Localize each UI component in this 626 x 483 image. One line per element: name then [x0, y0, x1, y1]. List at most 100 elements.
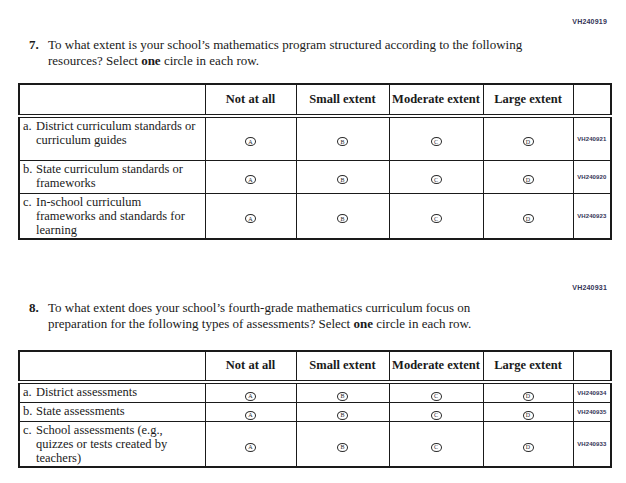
answer-bubble[interactable]: A	[245, 214, 256, 223]
option-cell-large-extent: D	[483, 160, 573, 193]
column-header-small-extent: Small extent	[296, 351, 389, 382]
row-letter: c.	[20, 195, 36, 209]
option-cell-small-extent: B	[296, 193, 389, 239]
answer-bubble[interactable]: C	[431, 137, 442, 146]
answer-bubble[interactable]: D	[523, 443, 534, 452]
option-cell-small-extent: B	[296, 422, 389, 468]
row-letter: b.	[20, 404, 36, 418]
option-cell-large-extent: D	[483, 116, 573, 160]
option-cell-moderate-extent: C	[389, 160, 483, 193]
question-7-code: VH240919	[572, 18, 607, 25]
answer-bubble[interactable]: B	[337, 175, 348, 184]
row-label: State curriculum standards or frameworks	[36, 162, 203, 190]
row-letter: a.	[20, 385, 36, 399]
option-cell-small-extent: B	[296, 160, 389, 193]
answer-bubble[interactable]: A	[245, 443, 256, 452]
header-code-empty	[573, 84, 611, 116]
question-8-response-table: Not at all Small extent Moderate extent …	[18, 350, 612, 468]
question-7-text: To what extent is your school’s mathemat…	[48, 37, 528, 69]
row-code: VH240920	[573, 160, 611, 193]
header-empty	[19, 351, 205, 382]
question-8-text-after: circle in each row.	[373, 316, 471, 331]
question-7: 7. To what extent is your school’s mathe…	[29, 37, 528, 69]
answer-bubble[interactable]: A	[245, 392, 256, 401]
option-cell-not-at-all: A	[205, 422, 296, 468]
column-header-not-at-all: Not at all	[205, 84, 296, 116]
question-8-number: 8.	[29, 300, 48, 316]
option-cell-small-extent: B	[296, 403, 389, 422]
option-cell-large-extent: D	[483, 422, 573, 468]
option-cell-moderate-extent: C	[389, 403, 483, 422]
column-header-small-extent: Small extent	[296, 84, 389, 116]
row-label: State assessments	[36, 404, 203, 418]
header-code-empty	[573, 351, 611, 382]
option-cell-large-extent: D	[483, 403, 573, 422]
option-cell-not-at-all: A	[205, 160, 296, 193]
row-code: VH240923	[573, 193, 611, 239]
answer-bubble[interactable]: D	[523, 137, 534, 146]
row-label-cell: a. District assessments	[19, 382, 205, 403]
column-header-moderate-extent: Moderate extent	[389, 351, 483, 382]
answer-bubble[interactable]: B	[337, 392, 348, 401]
question-8-bold-word: one	[353, 316, 373, 331]
answer-bubble[interactable]: D	[523, 175, 534, 184]
option-cell-small-extent: B	[296, 382, 389, 403]
row-label: School assessments (e.g., quizzes or tes…	[36, 423, 203, 465]
table-row: b. State curriculum standards or framewo…	[19, 160, 611, 193]
row-label-cell: a. District curriculum standards or curr…	[19, 116, 205, 160]
option-cell-large-extent: D	[483, 193, 573, 239]
option-cell-small-extent: B	[296, 116, 389, 160]
answer-bubble[interactable]: B	[337, 137, 348, 146]
answer-bubble[interactable]: B	[337, 443, 348, 452]
answer-bubble[interactable]: C	[431, 175, 442, 184]
option-cell-not-at-all: A	[205, 382, 296, 403]
answer-bubble[interactable]: A	[245, 411, 256, 420]
question-8: 8. To what extent does your school’s fou…	[29, 300, 528, 332]
row-label-cell: c. In-school curriculum frameworks and s…	[19, 193, 205, 239]
table-row: b. State assessments A B C D VH240935	[19, 403, 611, 422]
table-header-row: Not at all Small extent Moderate extent …	[19, 84, 611, 116]
option-cell-not-at-all: A	[205, 403, 296, 422]
column-header-not-at-all: Not at all	[205, 351, 296, 382]
answer-bubble[interactable]: A	[245, 175, 256, 184]
option-cell-moderate-extent: C	[389, 382, 483, 403]
answer-bubble[interactable]: C	[431, 392, 442, 401]
answer-bubble[interactable]: D	[523, 392, 534, 401]
answer-bubble[interactable]: B	[337, 411, 348, 420]
answer-bubble[interactable]: A	[245, 137, 256, 146]
row-label: In-school curriculum frameworks and stan…	[36, 195, 203, 237]
answer-bubble[interactable]: B	[337, 214, 348, 223]
row-label: District curriculum standards or curricu…	[36, 119, 203, 147]
table-row: c. In-school curriculum frameworks and s…	[19, 193, 611, 239]
answer-bubble[interactable]: C	[431, 214, 442, 223]
questionnaire-page: VH240919 7. To what extent is your schoo…	[0, 0, 626, 483]
header-empty	[19, 84, 205, 116]
row-code: VH240935	[573, 403, 611, 422]
option-cell-moderate-extent: C	[389, 422, 483, 468]
row-letter: c.	[20, 423, 36, 437]
row-label-cell: b. State assessments	[19, 403, 205, 422]
row-code: VH240934	[573, 382, 611, 403]
row-code: VH240933	[573, 422, 611, 468]
answer-bubble[interactable]: D	[523, 214, 534, 223]
answer-bubble[interactable]: D	[523, 411, 534, 420]
row-label-cell: c. School assessments (e.g., quizzes or …	[19, 422, 205, 468]
question-7-text-before: To what extent is your school’s mathemat…	[48, 37, 522, 68]
answer-bubble[interactable]: C	[431, 411, 442, 420]
row-label-cell: b. State curriculum standards or framewo…	[19, 160, 205, 193]
option-cell-moderate-extent: C	[389, 116, 483, 160]
table-row: c. School assessments (e.g., quizzes or …	[19, 422, 611, 468]
column-header-large-extent: Large extent	[483, 84, 573, 116]
question-7-response-table: Not at all Small extent Moderate extent …	[18, 83, 612, 240]
row-letter: b.	[20, 162, 36, 176]
option-cell-not-at-all: A	[205, 193, 296, 239]
answer-bubble[interactable]: C	[431, 443, 442, 452]
row-label: District assessments	[36, 385, 203, 399]
table-header-row: Not at all Small extent Moderate extent …	[19, 351, 611, 382]
row-letter: a.	[20, 119, 36, 133]
row-code: VH240921	[573, 116, 611, 160]
option-cell-moderate-extent: C	[389, 193, 483, 239]
question-7-number: 7.	[29, 37, 48, 53]
option-cell-large-extent: D	[483, 382, 573, 403]
table-row: a. District curriculum standards or curr…	[19, 116, 611, 160]
